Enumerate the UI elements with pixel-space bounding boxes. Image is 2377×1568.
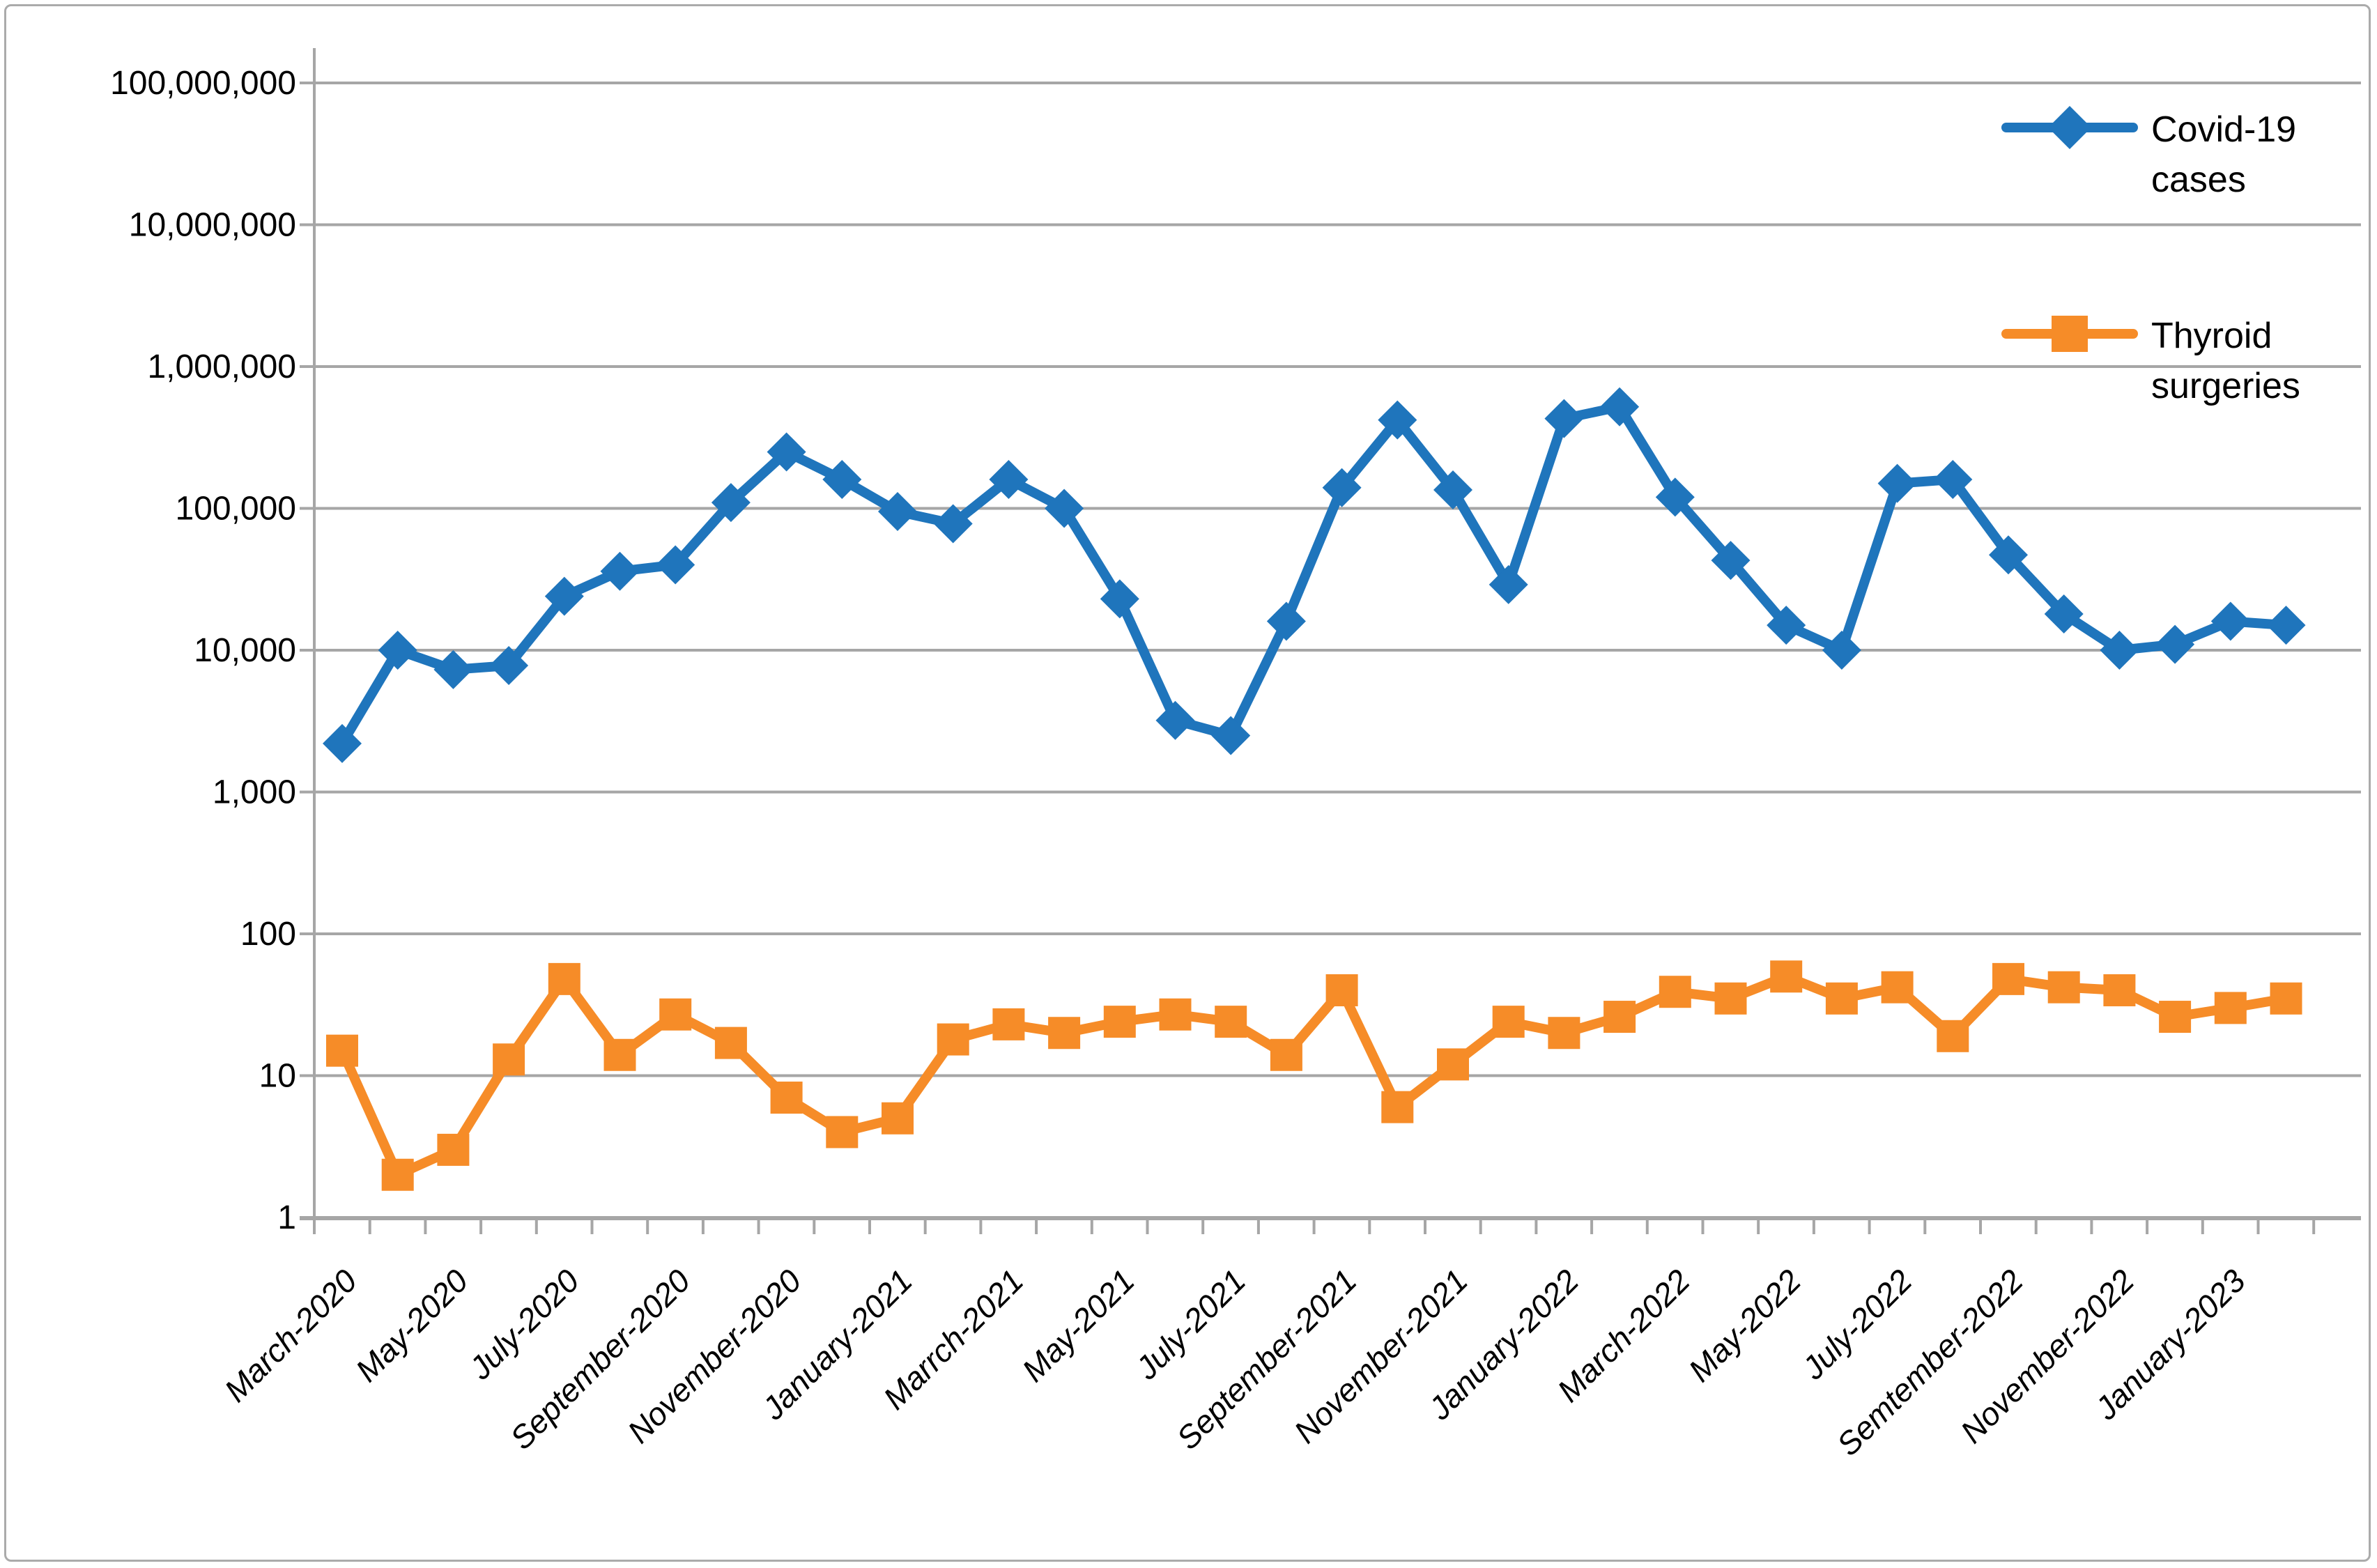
data-point-marker (937, 1023, 969, 1056)
legend-marker-diamond (2048, 106, 2091, 149)
data-point-marker (1655, 477, 1695, 517)
y-axis-tick-label: 10,000,000 (129, 207, 296, 244)
data-point-marker (767, 432, 806, 472)
y-axis-tick-label: 100,000,000 (110, 65, 296, 102)
y-axis-tick-label: 10 (259, 1058, 296, 1095)
data-point-marker (714, 1027, 747, 1059)
data-point-marker (1211, 716, 1251, 755)
data-point-marker (1322, 468, 1362, 507)
data-point-marker (1266, 601, 1306, 641)
data-point-marker (1100, 579, 1139, 619)
data-point-marker (826, 1116, 859, 1148)
data-point-marker (489, 645, 529, 685)
data-point-marker (1488, 564, 1528, 604)
data-point-marker (933, 504, 973, 544)
data-point-marker (433, 650, 473, 689)
data-point-marker (1159, 998, 1192, 1031)
data-point-marker (822, 459, 862, 499)
chart-area: 100,000,000 10,000,000 1,000,000 100,000 10,… (4, 4, 2371, 1562)
x-axis-tick-label: March-2020 (217, 1262, 364, 1409)
data-point-marker (711, 483, 751, 523)
legend-label: Thyroid (2151, 316, 2272, 356)
data-point-marker (770, 1082, 803, 1114)
data-point-marker (493, 1043, 525, 1076)
data-point-marker (1155, 700, 1195, 740)
covid-thyroid-log-line-chart: 100,000,000 10,000,000 1,000,000 100,000 10,… (110, 48, 2361, 1463)
data-point-marker (378, 631, 417, 670)
data-point-marker (600, 551, 640, 591)
data-point-marker (1492, 1006, 1525, 1038)
data-point-marker (1045, 489, 1084, 528)
data-point-marker (659, 998, 692, 1031)
data-point-marker (1822, 631, 1861, 670)
data-point-marker (323, 723, 362, 763)
x-axis-tick-label: Semtember-2022 (1830, 1262, 2030, 1462)
data-point-marker (1325, 974, 1358, 1006)
data-point-marker (2100, 631, 2139, 670)
data-point-marker (1825, 982, 1858, 1015)
y-axis-tick-label: 100 (240, 916, 296, 953)
data-point-marker (1881, 971, 1914, 1004)
y-axis-tick-label: 1,000 (213, 774, 296, 811)
data-point-marker (1544, 399, 1584, 438)
data-point-marker (878, 492, 917, 532)
data-point-marker (882, 1102, 914, 1135)
data-point-marker (437, 1133, 470, 1166)
y-axis-tick-label: 100,000 (175, 491, 296, 528)
data-point-marker (2047, 971, 2080, 1004)
data-point-marker (2155, 624, 2195, 664)
data-point-marker (1048, 1017, 1081, 1050)
data-point-marker (1378, 400, 1417, 440)
data-point-marker (992, 1008, 1025, 1040)
data-point-marker (2103, 974, 2136, 1006)
data-point-marker (1937, 1020, 1969, 1052)
data-point-marker (1770, 960, 1803, 993)
legend-label: Covid-19 (2151, 109, 2296, 150)
data-point-marker (1714, 982, 1747, 1015)
data-point-marker (1103, 1006, 1136, 1038)
data-point-marker (1600, 387, 1640, 426)
data-point-marker (2266, 606, 2306, 645)
data-point-marker (326, 1034, 358, 1067)
data-point-marker (548, 962, 580, 995)
data-point-marker (656, 545, 695, 585)
data-point-marker (1711, 541, 1751, 581)
data-point-marker (1437, 1048, 1469, 1081)
data-point-marker (2044, 594, 2084, 634)
data-point-marker (1215, 1006, 1247, 1038)
data-point-marker (1659, 976, 1691, 1008)
y-axis-tick-label: 1,000,000 (147, 348, 296, 385)
x-axis-tick-label: May-2020 (348, 1262, 475, 1389)
data-point-marker (1877, 463, 1917, 503)
data-point-marker (2159, 1001, 2192, 1033)
data-point-marker (1933, 459, 1973, 499)
data-point-marker (2270, 982, 2302, 1015)
legend-label: surgeries (2151, 366, 2300, 406)
data-point-marker (1433, 470, 1472, 509)
data-point-marker (1270, 1038, 1302, 1071)
data-point-marker (603, 1038, 636, 1071)
y-axis-tick-label: 10,000 (194, 632, 296, 669)
data-point-marker (1992, 962, 2024, 995)
data-point-marker (1381, 1091, 1414, 1123)
data-point-marker (2210, 601, 2250, 641)
legend-label: cases (2151, 160, 2246, 200)
data-point-marker (989, 459, 1029, 499)
x-axis-tick-label: May-2022 (1682, 1262, 1808, 1388)
data-point-marker (1548, 1017, 1580, 1050)
data-point-marker (1603, 1001, 1636, 1033)
y-axis-tick-label: 1 (277, 1199, 296, 1236)
data-point-marker (1989, 535, 2028, 575)
data-point-marker (381, 1158, 414, 1191)
legend-marker-square (2052, 316, 2088, 352)
data-point-marker (1767, 606, 1806, 645)
data-point-marker (544, 576, 584, 616)
x-axis-tick-label: May-2021 (1015, 1262, 1141, 1388)
data-point-marker (2214, 992, 2247, 1024)
